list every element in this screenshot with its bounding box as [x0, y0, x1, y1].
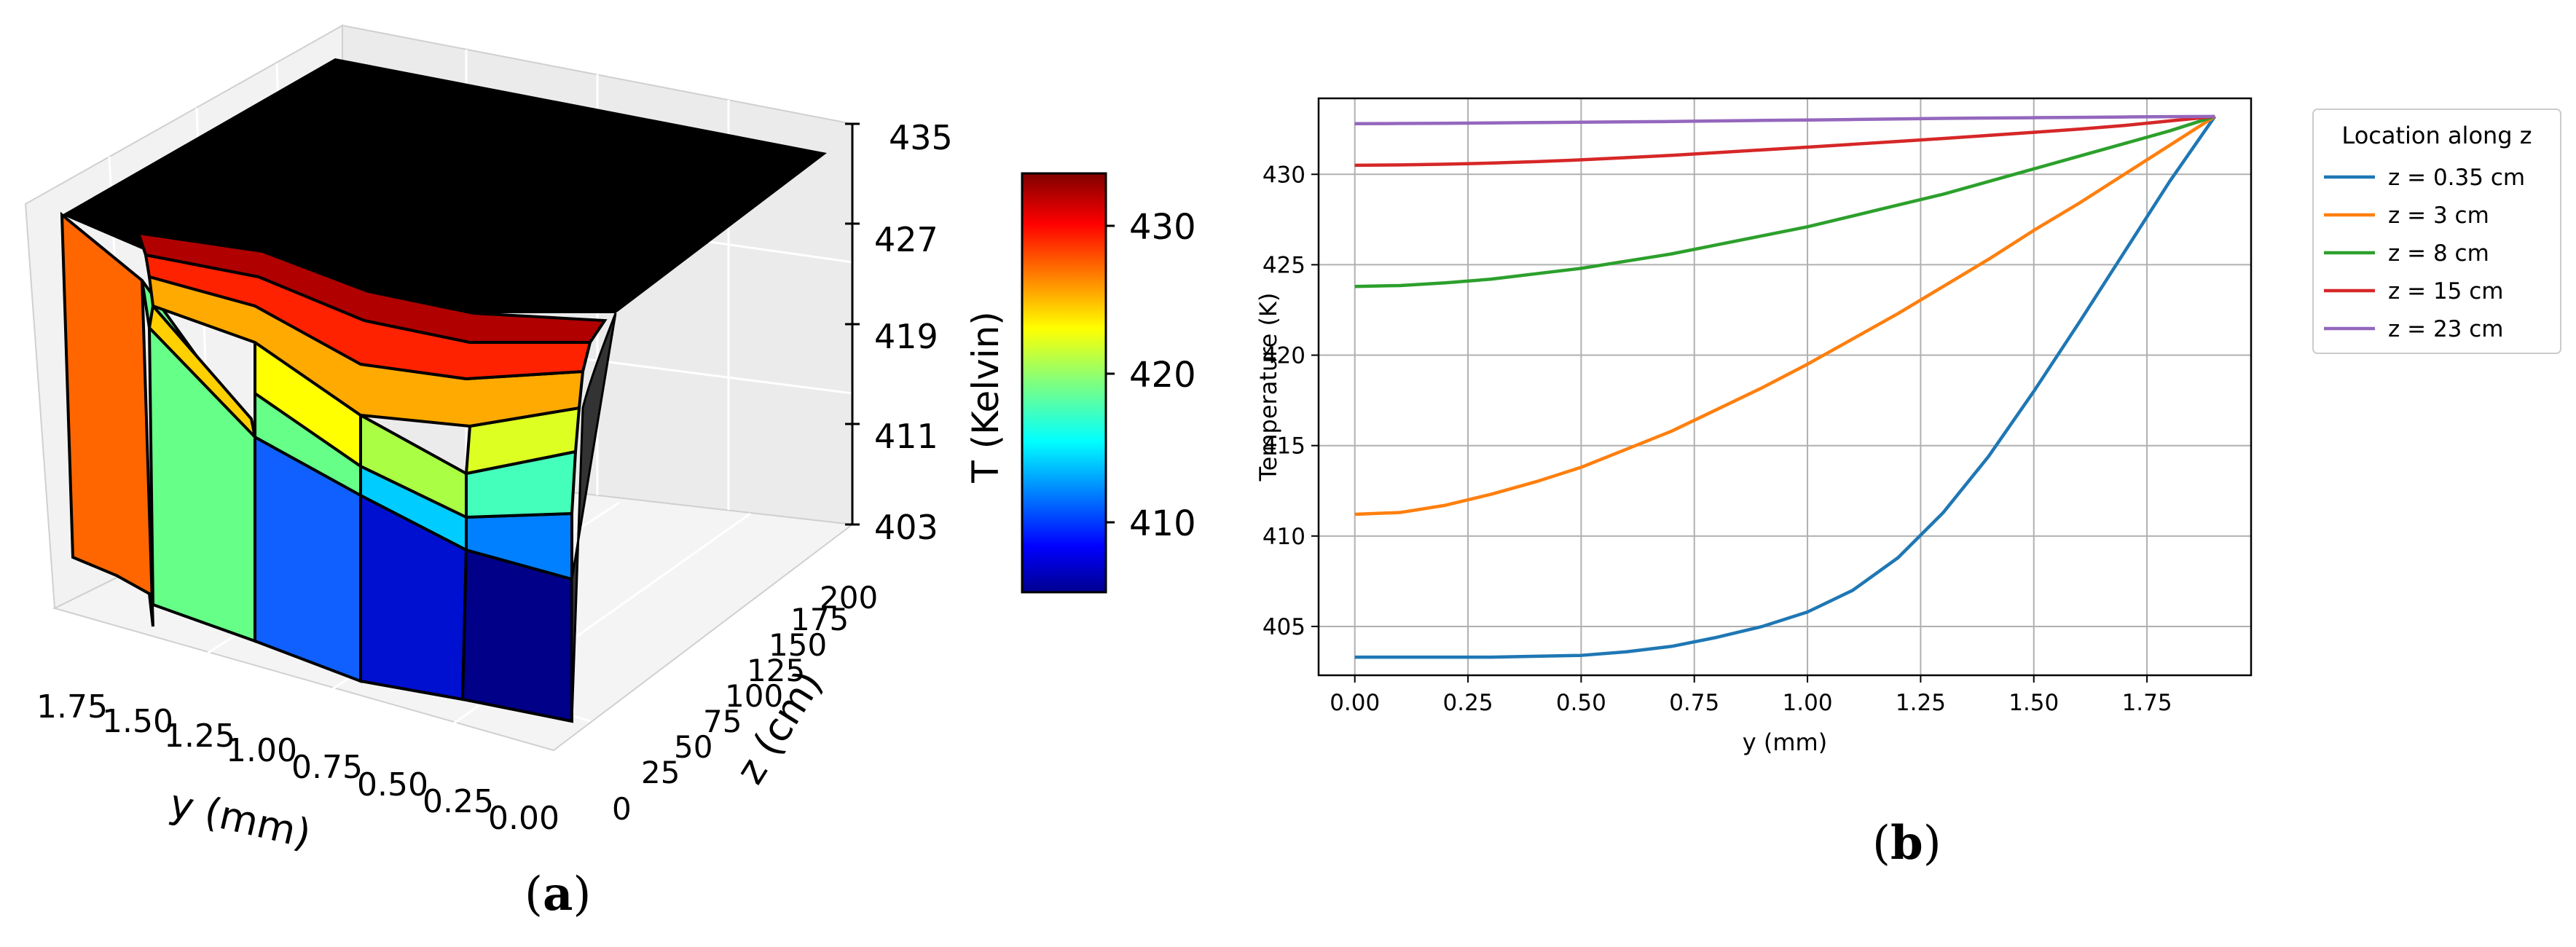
x-tick-label: 0.50	[1556, 690, 1606, 716]
y-tick-0.75: 0.75	[291, 749, 363, 786]
t-tick-427: 427	[874, 220, 938, 259]
t-tick-435: 435	[889, 118, 953, 157]
y-axis-label: Temperature (K)	[1254, 293, 1282, 482]
series-line-3	[1354, 114, 2215, 288]
legend-entry-4: z = 15 cm	[2388, 278, 2504, 304]
z-tick-125: 125	[747, 653, 805, 688]
legend: Location along z z = 0.35 cm z = 3 cm z = …	[2312, 109, 2561, 354]
surface-band-darkred	[136, 231, 608, 344]
y-tick-label: 430	[1263, 162, 1305, 188]
y-tick-label: 405	[1263, 614, 1305, 640]
z-tick-25: 25	[641, 755, 680, 790]
y-tick-label: 425	[1263, 252, 1305, 278]
legend-title: Location along z	[2341, 122, 2532, 149]
series-lines	[1354, 114, 2217, 659]
x-tick-label: 1.75	[2122, 690, 2172, 716]
x-axis-ticks: 0.00 0.25 0.50 0.75 1.00 1.25 1.50 1.75	[1330, 675, 2172, 716]
y-tick-1.50: 1.50	[102, 703, 173, 740]
y-tick-1.75: 1.75	[36, 688, 108, 726]
paren-close: )	[573, 868, 592, 922]
x-tick-label: 0.00	[1330, 690, 1380, 716]
panel-label-b: (b)	[1872, 816, 1941, 871]
z-tick-200: 200	[820, 580, 878, 616]
legend-entry-1: z = 0.35 cm	[2388, 165, 2525, 191]
z-tick-150: 150	[769, 627, 827, 663]
y-axis-ticks: 1.75 1.50 1.25 1.00 0.75 0.50 0.25 0.00	[36, 688, 559, 837]
z-tick-0: 0	[612, 791, 632, 827]
colorbar-tick-410: 410	[1129, 503, 1196, 544]
y-axis-ticks: 405 410 415 420 425 430	[1263, 162, 1319, 640]
gridlines	[1319, 98, 2251, 675]
legend-entry-2: z = 3 cm	[2388, 203, 2489, 229]
y-tick-label: 415	[1263, 433, 1305, 460]
x-axis-label: y (mm)	[1743, 728, 1827, 756]
t-tick-419: 419	[874, 317, 938, 356]
y-tick-0.25: 0.25	[423, 783, 494, 820]
colorbar-tick-420: 420	[1129, 355, 1196, 396]
paren-open: (	[525, 868, 543, 922]
plot-area-frame	[1317, 97, 2253, 677]
z-tick-175: 175	[790, 602, 849, 637]
x-tick-label: 0.75	[1669, 690, 1719, 716]
panel-label-a: (a)	[525, 867, 591, 922]
surface-plot-panel: 435 427 419 411 403 1.75 1.50 1.25 1.00 …	[24, 24, 1196, 857]
x-tick-label: 0.25	[1443, 690, 1493, 716]
z-axis-ticks: 0 25 50 75 100 125 150 175 200	[612, 580, 878, 827]
legend-entry-5: z = 23 cm	[2388, 316, 2504, 342]
y-tick-1.25: 1.25	[164, 718, 235, 755]
y-tick-label: 410	[1263, 524, 1305, 550]
y-axis-label: y (mm)	[165, 780, 315, 857]
surface-strip-2b	[147, 302, 258, 442]
panel-letter-b: b	[1890, 816, 1923, 871]
panel-letter-a: a	[542, 867, 573, 922]
paren-open: (	[1872, 817, 1890, 871]
t-tick-411: 411	[874, 417, 938, 456]
y-tick-1.00: 1.00	[226, 732, 297, 769]
y-tick-label: 420	[1263, 343, 1305, 369]
colorbar-tick-430: 430	[1129, 207, 1196, 248]
t-tick-403: 403	[874, 508, 938, 547]
y-tick-0.50: 0.50	[357, 766, 428, 803]
line-chart-panel: 0.00 0.25 0.50 0.75 1.00 1.25 1.50 1.75 4054104…	[1254, 97, 2561, 756]
z-tick-75: 75	[703, 704, 742, 739]
x-tick-label: 1.00	[1783, 690, 1833, 716]
series-line-4	[1354, 114, 2215, 168]
z-tick-100: 100	[725, 678, 783, 714]
series-line-2	[1354, 114, 2216, 516]
series-line-5	[1354, 114, 2215, 126]
colorbar-ticks: 430 420 410	[1106, 207, 1196, 544]
z-tick-50: 50	[674, 729, 712, 765]
t-axis-ticks: 435 427 419 411 403	[845, 118, 953, 547]
x-tick-label: 1.50	[2008, 690, 2059, 716]
series-line-1	[1354, 115, 2217, 659]
surface-right-wall	[570, 313, 617, 722]
legend-entry-3: z = 8 cm	[2388, 240, 2489, 267]
colorbar	[1021, 172, 1107, 594]
x-tick-label: 1.25	[1896, 690, 1946, 716]
y-tick-0.00: 0.00	[488, 800, 559, 837]
paren-close: )	[1923, 817, 1941, 871]
colorbar-label: T (Kelvin)	[965, 311, 1007, 484]
